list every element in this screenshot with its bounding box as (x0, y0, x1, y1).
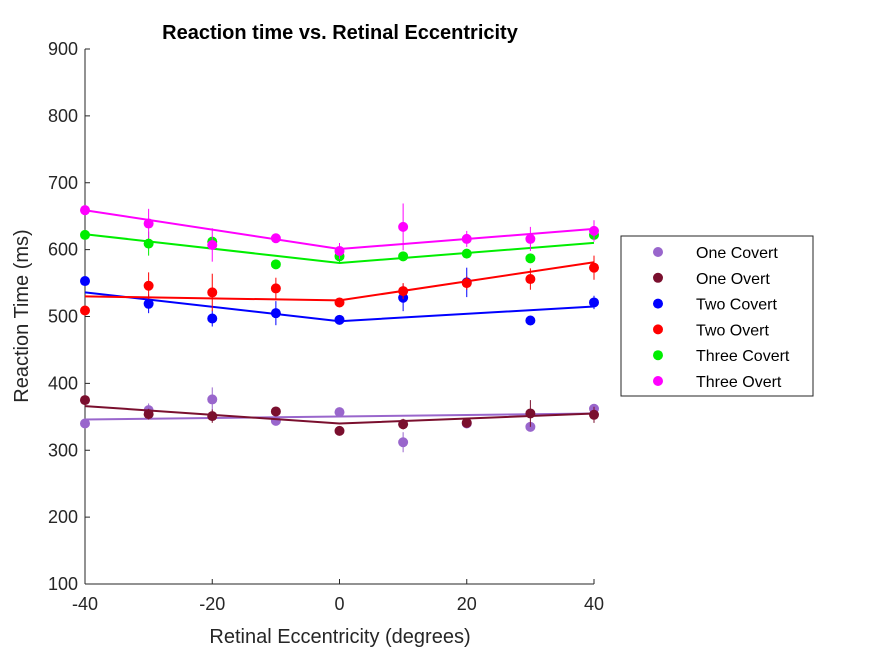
data-point-two-overt (270, 283, 281, 294)
data-point-one-covert (334, 407, 345, 418)
data-point-one-covert (80, 418, 90, 429)
legend-label-one-overt: One Overt (696, 271, 770, 288)
data-point-two-overt (80, 305, 90, 316)
data-point-one-overt (207, 411, 218, 422)
data-point-two-overt (143, 280, 154, 291)
data-point-three-overt (398, 221, 409, 232)
chart-title: Reaction time vs. Retinal Eccentricity (162, 22, 519, 44)
y-tick-label: 700 (48, 173, 78, 193)
series-three-overt (80, 203, 599, 262)
legend-marker-three-overt (653, 376, 663, 386)
y-tick-label: 400 (48, 373, 78, 393)
legend-label-three-covert: Three Covert (696, 348, 790, 365)
series-two-overt (80, 255, 599, 316)
data-point-three-covert (461, 248, 472, 259)
legend-marker-two-covert (653, 298, 663, 309)
data-point-one-overt (589, 409, 599, 420)
y-tick-label: 600 (48, 240, 78, 260)
x-tick-label: -20 (199, 594, 225, 614)
y-tick-label: 500 (48, 307, 78, 327)
data-point-two-overt (398, 286, 409, 297)
y-tick-label: 100 (48, 574, 78, 594)
data-point-three-overt (525, 233, 536, 244)
data-point-three-overt (589, 225, 599, 236)
data-point-three-overt (143, 218, 154, 229)
data-point-one-covert (270, 415, 281, 426)
x-tick-label: 20 (457, 594, 477, 614)
data-point-two-overt (525, 274, 536, 285)
series-one-overt (80, 395, 599, 436)
data-point-two-covert (207, 313, 218, 324)
legend-label-two-overt: Two Overt (696, 322, 769, 339)
x-tick-label: -40 (72, 594, 98, 614)
data-point-three-overt (207, 239, 218, 250)
legend-marker-one-overt (653, 272, 663, 283)
legend-marker-three-covert (653, 350, 663, 361)
plot-area (80, 203, 599, 453)
data-point-two-covert (525, 315, 536, 326)
x-tick-label: 0 (334, 594, 344, 614)
data-point-one-covert (398, 437, 409, 448)
data-point-three-covert (398, 251, 409, 262)
legend-label-three-overt: Three Overt (696, 374, 782, 391)
data-point-one-overt (334, 425, 345, 436)
data-point-three-overt (461, 233, 472, 244)
data-point-one-overt (270, 406, 281, 417)
data-point-three-overt (80, 205, 90, 216)
data-point-one-overt (461, 417, 472, 428)
data-point-two-overt (207, 287, 218, 298)
data-point-three-covert (80, 229, 90, 240)
legend-marker-two-overt (653, 324, 663, 335)
data-point-two-covert (143, 298, 154, 309)
fit-line-one-overt (84, 405, 595, 425)
data-point-one-overt (525, 408, 536, 419)
data-point-one-overt (398, 419, 409, 430)
data-point-three-overt (270, 233, 281, 244)
data-point-one-overt (80, 395, 90, 406)
data-point-three-overt (334, 245, 345, 256)
x-tick-label: 40 (584, 594, 604, 614)
y-tick-label: 900 (48, 39, 78, 59)
y-tick-label: 200 (48, 507, 78, 527)
data-point-three-covert (270, 259, 281, 270)
legend-label-two-covert: Two Covert (696, 297, 777, 314)
data-point-one-overt (143, 409, 154, 420)
legend-label-one-covert: One Covert (696, 245, 778, 262)
data-point-two-overt (334, 297, 345, 308)
y-axis-label: Reaction Time (ms) (11, 229, 33, 402)
axes: 100 200 300 400 500 600 700 800 900 -40 -20 0 20 40 (48, 39, 604, 614)
y-tick-label: 800 (48, 106, 78, 126)
data-point-two-covert (334, 314, 345, 325)
data-point-three-covert (143, 238, 154, 249)
data-point-two-covert (80, 276, 90, 287)
data-point-one-covert (207, 394, 218, 405)
legend-marker-one-covert (653, 247, 663, 257)
data-point-two-overt (461, 278, 472, 289)
x-axis-label: Retinal Eccentricity (degrees) (209, 626, 470, 648)
data-point-three-covert (525, 253, 536, 264)
data-point-two-covert (270, 308, 281, 319)
legend-box (620, 235, 814, 397)
legend: One Covert One Overt Two Covert Two Overt Th… (620, 235, 814, 397)
data-point-two-covert (589, 297, 599, 308)
y-tick-label: 300 (48, 440, 78, 460)
data-point-two-overt (589, 262, 599, 273)
